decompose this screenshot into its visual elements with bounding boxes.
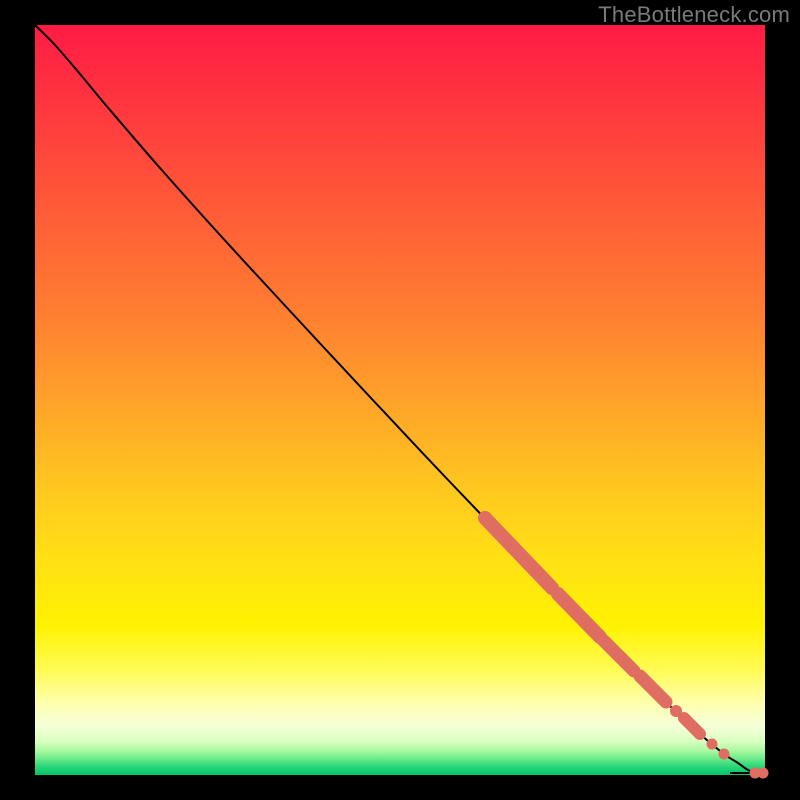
chart-stage: TheBottleneck.com — [0, 0, 800, 800]
data-marker — [719, 749, 730, 760]
watermark-text: TheBottleneck.com — [598, 2, 790, 28]
chart-svg — [0, 0, 800, 800]
data-marker — [758, 768, 769, 779]
data-marker — [707, 739, 718, 750]
plot-background — [35, 25, 765, 775]
